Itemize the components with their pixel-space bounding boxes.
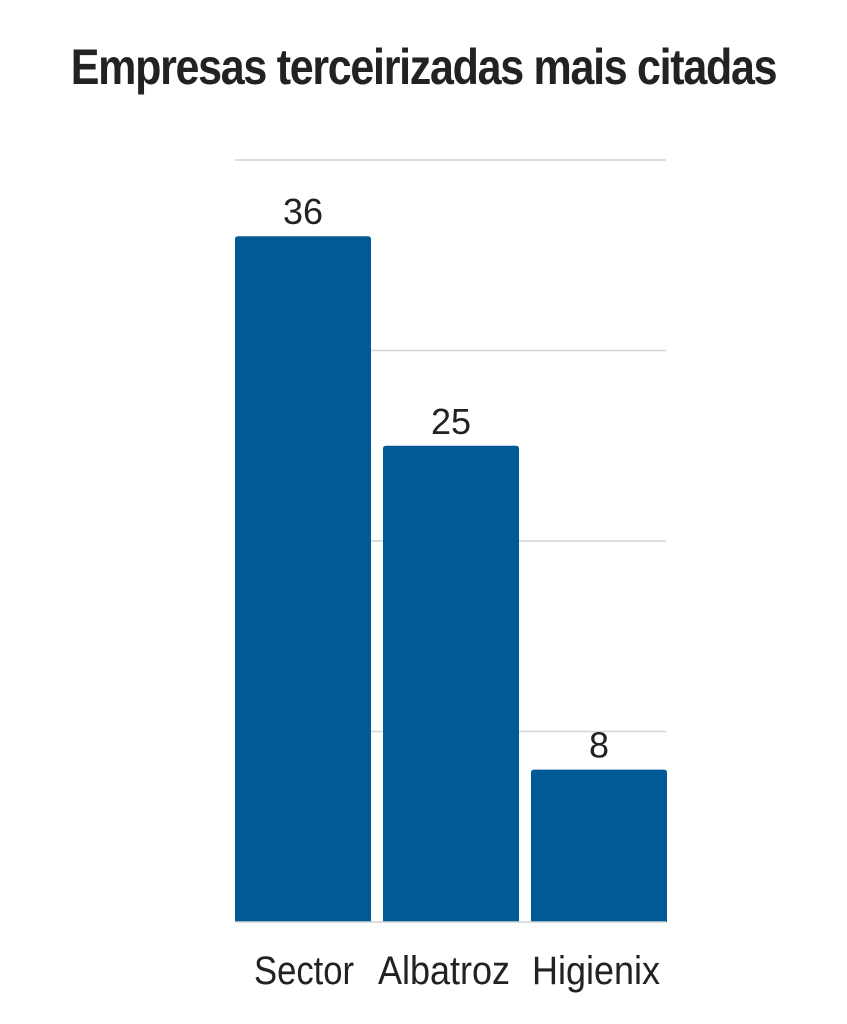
value-label-sector: 36 — [283, 191, 323, 232]
bars — [235, 236, 667, 922]
category-label-sector: Sector — [254, 949, 354, 993]
bar-albatroz — [383, 445, 519, 922]
bar-sector — [235, 236, 371, 922]
category-label-higienix: Higienix — [532, 949, 660, 993]
chart-title: Empresas terceirizadas mais citadas — [70, 39, 778, 95]
value-label-higienix: 8 — [589, 725, 609, 766]
value-labels: 36 25 8 — [283, 191, 609, 765]
category-labels: Sector Albatroz Higienix — [254, 949, 660, 993]
category-label-albatroz: Albatroz — [378, 949, 510, 993]
bar-higienix — [531, 769, 667, 922]
value-label-albatroz: 25 — [431, 401, 471, 442]
